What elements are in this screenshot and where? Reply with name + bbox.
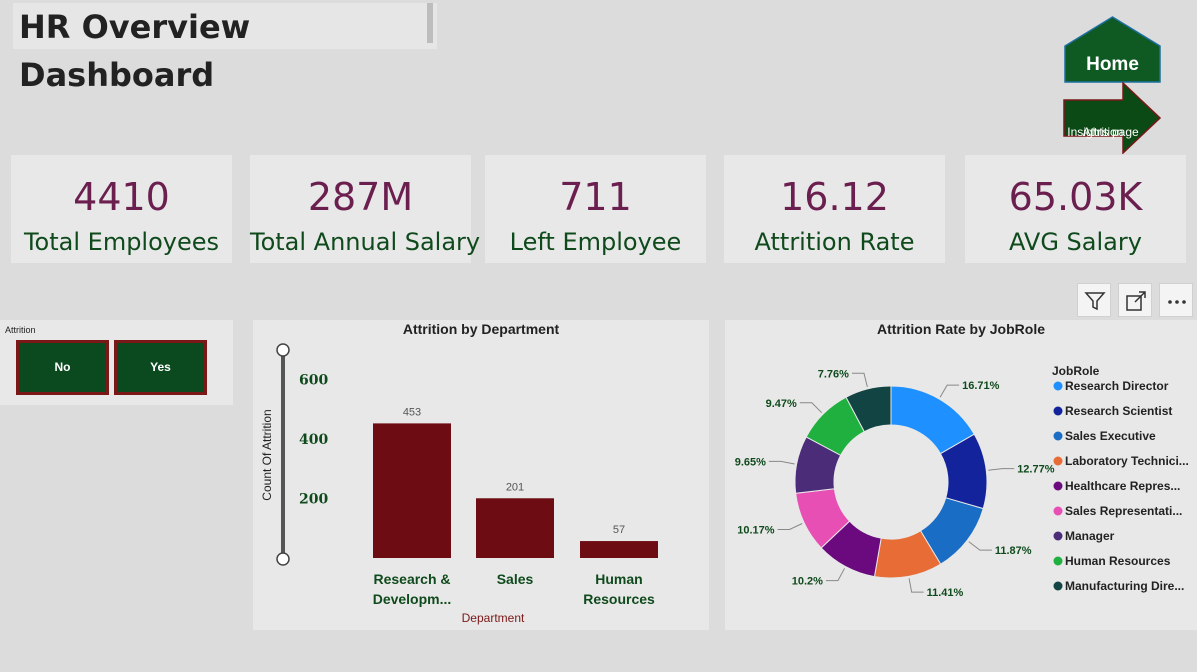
slice-data-label: 11.41%	[927, 587, 964, 599]
legend-marker	[1053, 581, 1063, 591]
kpi-value: 287M	[307, 175, 414, 219]
focus-mode-button[interactable]	[1118, 283, 1152, 317]
leader-line	[968, 541, 992, 551]
legend-item[interactable]: Laboratory Technici...	[1065, 454, 1189, 468]
legend-item[interactable]: Manufacturing Dire...	[1065, 579, 1184, 593]
legend-item[interactable]: Research Director	[1065, 379, 1169, 393]
leader-line	[988, 468, 1015, 471]
attrition-insights-button[interactable]: Attrition Insights page	[1063, 82, 1161, 154]
leader-line	[799, 402, 823, 414]
x-tick-label: Human	[595, 571, 642, 587]
bar[interactable]	[476, 498, 554, 558]
more-options-icon	[1168, 300, 1186, 304]
kpi-avg-salary: 65.03K AVG Salary	[965, 155, 1186, 263]
y-axis-label: Count Of Attrition	[260, 409, 274, 500]
y-tick-label: 200	[299, 492, 328, 508]
slice-data-label: 7.76%	[818, 368, 849, 380]
slice-data-label: 10.17%	[737, 524, 775, 536]
y-tick-label: 400	[299, 432, 328, 448]
legend-marker	[1053, 556, 1063, 566]
kpi-label: Total Employees	[23, 228, 220, 256]
attrition-by-department-chart: Attrition by Department Count Of Attriti…	[253, 320, 709, 630]
leader-line	[777, 523, 803, 530]
bar-data-label: 453	[403, 406, 421, 418]
more-options-button[interactable]	[1159, 283, 1193, 317]
page-title: HR Overview Dashboard	[13, 3, 437, 94]
slice-data-label: 11.87%	[995, 545, 1032, 557]
kpi-value: 16.12	[780, 175, 889, 219]
page-title-text: HR Overview Dashboard	[19, 8, 251, 94]
slicer-header: Attrition	[5, 325, 36, 335]
slice-data-label: 10.2%	[792, 576, 823, 588]
x-tick-label: Resources	[583, 591, 655, 607]
attrition-slicer: Attrition No Yes	[0, 320, 233, 405]
legend-marker	[1053, 406, 1063, 416]
legend-marker	[1053, 381, 1063, 391]
arrow-right-icon	[1063, 82, 1161, 154]
slicer-option-yes[interactable]: Yes	[114, 340, 207, 395]
legend-item[interactable]: Healthcare Repres...	[1065, 479, 1180, 493]
slice-data-label: 9.65%	[735, 456, 766, 468]
home-button-label: Home	[1086, 54, 1139, 75]
donut-chart-title: Attrition Rate by JobRole	[876, 321, 1045, 337]
leader-line	[908, 578, 924, 593]
slice-data-label: 12.77%	[1017, 464, 1055, 476]
kpi-value: 4410	[73, 175, 170, 219]
slicer-option-no[interactable]: No	[16, 340, 109, 395]
x-axis-label: Department	[462, 611, 525, 625]
leader-line	[768, 460, 795, 465]
legend-marker	[1053, 481, 1063, 491]
donut-chart-svg: JobRole 16.71% 12.77% 11.87% 11.41% 10.2% 10.…	[735, 364, 1189, 599]
attrition-rate-by-jobrole-chart: Attrition Rate by JobRole JobRole 16.71%…	[725, 320, 1197, 630]
x-tick-label: Developm...	[373, 591, 452, 607]
legend-marker	[1053, 506, 1063, 516]
x-tick-label: Sales	[497, 571, 534, 587]
legend-title: JobRole	[1052, 364, 1100, 378]
kpi-value: 711	[559, 175, 632, 219]
range-slider-handle-bottom[interactable]	[276, 552, 290, 566]
home-button[interactable]: Home	[1064, 16, 1161, 83]
attrition-button-label-2: Insights page	[1067, 125, 1139, 139]
kpi-label: Total Annual Salary	[250, 228, 481, 256]
legend-item[interactable]: Research Scientist	[1065, 404, 1172, 418]
bar-data-label: 201	[506, 481, 524, 493]
attrition-button-label-1: Attrition	[1082, 125, 1124, 139]
legend-marker	[1053, 531, 1063, 541]
y-tick-label: 600	[299, 373, 328, 389]
legend-marker	[1053, 431, 1063, 441]
filter-icon	[1084, 292, 1106, 311]
kpi-label: Left Employee	[509, 228, 682, 256]
kpi-left-employee: 711 Left Employee	[485, 155, 706, 263]
leader-line	[851, 372, 868, 388]
bar[interactable]	[580, 541, 658, 558]
kpi-attrition-rate: 16.12 Attrition Rate	[724, 155, 945, 263]
slice-data-label: 9.47%	[766, 398, 797, 410]
range-slider-handle-top[interactable]	[276, 343, 290, 357]
focus-mode-icon	[1126, 291, 1146, 311]
slice-data-label: 16.71%	[962, 380, 1000, 392]
kpi-label: AVG Salary	[1009, 228, 1142, 256]
kpi-total-employees: 4410 Total Employees	[11, 155, 232, 263]
filter-button[interactable]	[1077, 283, 1111, 317]
legend-item[interactable]: Sales Representati...	[1065, 504, 1182, 518]
leader-line	[939, 384, 960, 398]
donut-slice[interactable]	[845, 385, 892, 433]
kpi-label: Attrition Rate	[754, 228, 915, 256]
bar-chart-title: Attrition by Department	[402, 321, 560, 337]
bar-chart-svg: Count Of Attrition Department 200400600 …	[260, 343, 658, 625]
legend-marker	[1053, 456, 1063, 466]
legend-item[interactable]: Manager	[1065, 529, 1115, 543]
legend-item[interactable]: Sales Executive	[1065, 429, 1156, 443]
title-caret	[427, 3, 433, 43]
home-shape-icon	[1064, 16, 1161, 83]
kpi-total-annual-salary: 287M Total Annual Salary	[250, 155, 481, 263]
legend-item[interactable]: Human Resources	[1065, 554, 1171, 568]
leader-line	[825, 568, 846, 582]
bar[interactable]	[373, 423, 451, 558]
kpi-value: 65.03K	[1008, 175, 1143, 219]
bar-data-label: 57	[613, 524, 625, 536]
x-tick-label: Research &	[373, 571, 450, 587]
